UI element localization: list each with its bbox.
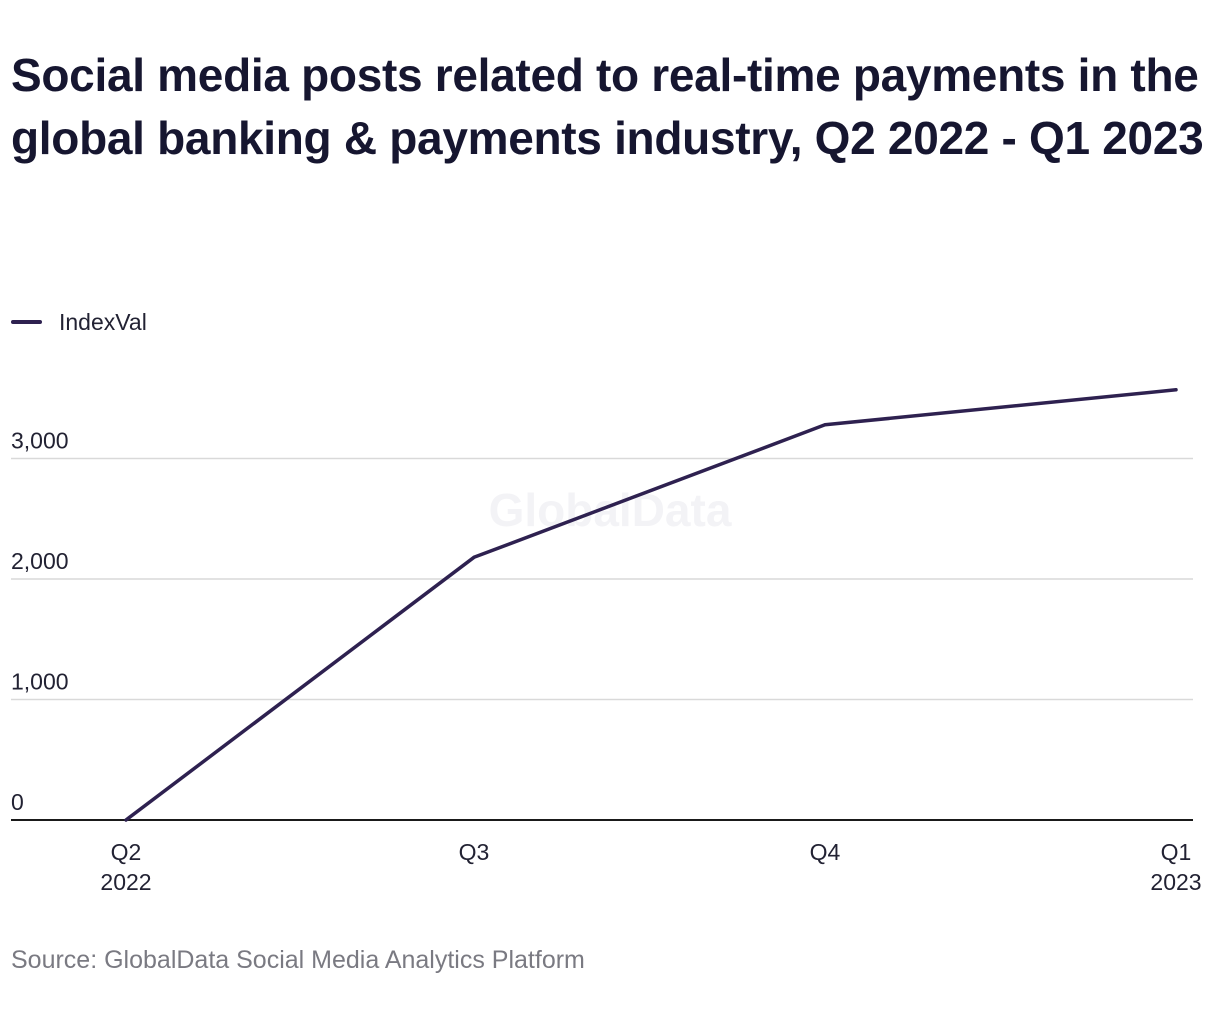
- legend: IndexVal: [11, 306, 147, 338]
- watermark: GlobalData: [489, 484, 732, 536]
- y-tick-label: 3,000: [11, 428, 69, 454]
- x-tick-line: Q1: [1161, 839, 1192, 865]
- chart-title: Social media posts related to real-time …: [11, 49, 1204, 164]
- x-tick-line: Q3: [459, 839, 490, 865]
- series-line: [124, 388, 1178, 822]
- x-axis-ticks: Q2 2022 Q3 Q4 Q1 2023: [100, 839, 1201, 895]
- data-point: [124, 818, 128, 822]
- data-point: [823, 423, 827, 427]
- x-tick-label: Q2 2022: [100, 839, 151, 895]
- line-chart: GlobalData 0 1,000 2,000 3,000 Q2 2022 Q3 Q4 Q1…: [11, 388, 1202, 895]
- legend-swatch: [11, 320, 42, 324]
- data-point: [472, 555, 476, 559]
- y-tick-label: 2,000: [11, 548, 69, 574]
- x-tick-line: Q4: [810, 839, 841, 865]
- x-tick-label: Q3: [459, 839, 490, 865]
- y-axis-ticks: 0 1,000 2,000 3,000: [11, 428, 69, 816]
- series-layer: [124, 388, 1178, 822]
- x-tick-label: Q4: [810, 839, 841, 865]
- x-tick-line: Q2: [111, 839, 142, 865]
- y-tick-label: 0: [11, 789, 24, 815]
- grid-lines: [11, 457, 1193, 821]
- legend-label: IndexVal: [59, 308, 147, 335]
- x-tick-line: 2022: [100, 869, 151, 895]
- y-tick-label: 1,000: [11, 669, 69, 695]
- data-point: [1174, 388, 1178, 392]
- x-tick-label: Q1 2023: [1150, 839, 1201, 895]
- x-tick-line: 2023: [1150, 869, 1201, 895]
- source-note: Source: GlobalData Social Media Analytic…: [11, 946, 585, 974]
